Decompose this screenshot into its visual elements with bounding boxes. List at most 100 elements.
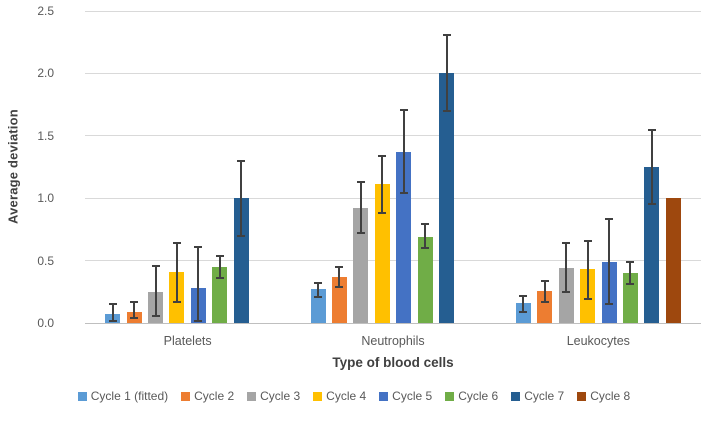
error-bar-cap: [583, 239, 592, 242]
legend-item: Cycle 1 (fitted): [77, 389, 168, 403]
legend-item: Cycle 3: [247, 389, 300, 403]
error-bar-cap: [130, 300, 139, 303]
bar: [396, 152, 412, 323]
error-bar-cap: [647, 203, 656, 206]
bar: [417, 236, 433, 323]
error-bar-cap: [421, 223, 430, 226]
error-bar-cap: [399, 192, 408, 195]
bar: [233, 198, 249, 323]
bar: [558, 268, 574, 323]
error-bar-cap: [442, 33, 451, 36]
legend-item: Cycle 8: [577, 389, 630, 403]
error-bar: [402, 109, 405, 194]
bar: [665, 198, 681, 323]
error-bar-cap: [605, 218, 614, 221]
y-tick-label: 1.0: [37, 191, 54, 206]
legend-label: Cycle 5: [392, 389, 433, 403]
error-bar-cap: [314, 295, 323, 298]
error-bar: [240, 160, 243, 236]
bar: [537, 290, 553, 323]
error-bar-cap: [215, 254, 224, 257]
error-bar-cap: [356, 180, 365, 183]
error-bar: [381, 155, 384, 214]
error-bar: [218, 255, 221, 279]
error-bar-cap: [108, 303, 117, 306]
error-bar-cap: [378, 212, 387, 215]
y-tick-label: 0.0: [37, 316, 54, 330]
bar: [515, 303, 531, 323]
error-bar: [317, 283, 320, 297]
bar: [212, 266, 228, 323]
x-axis-title: Type of blood cells: [332, 355, 454, 370]
error-bar-cap: [562, 290, 571, 293]
error-bar-cap: [151, 314, 160, 317]
legend-swatch-icon: [181, 391, 191, 401]
error-bar-cap: [237, 234, 246, 237]
error-bar: [111, 304, 114, 321]
error-bar-cap: [237, 159, 246, 162]
error-bar-cap: [583, 298, 592, 301]
error-bar-cap: [519, 294, 528, 297]
error-bar-cap: [626, 283, 635, 286]
bar: [353, 208, 369, 323]
error-bar: [586, 240, 589, 300]
error-bar: [565, 243, 568, 292]
plot-area: [85, 10, 701, 324]
error-bar-cap: [399, 108, 408, 111]
bar: [331, 276, 347, 323]
error-bar-cap: [172, 300, 181, 303]
error-bar-cap: [194, 245, 203, 248]
error-bar-cap: [421, 247, 430, 250]
y-axis-title: Average deviation: [5, 109, 21, 225]
legend-item: Cycle 7: [511, 389, 564, 403]
error-bar-cap: [151, 264, 160, 267]
y-tick-label: 2.0: [37, 66, 54, 81]
legend-item: Cycle 6: [445, 389, 498, 403]
legend-item: Cycle 5: [379, 389, 432, 403]
legend-swatch-icon: [313, 391, 323, 401]
error-bar-cap: [378, 154, 387, 157]
error-bar-cap: [605, 303, 614, 306]
error-bar-cap: [335, 285, 344, 288]
bar: [644, 167, 660, 323]
error-bar: [175, 243, 178, 302]
x-axis-line: [85, 323, 701, 324]
category-label: Platelets: [163, 334, 212, 348]
gridline: [85, 10, 701, 12]
error-bar: [133, 301, 136, 318]
legend-label: Cycle 6: [458, 389, 499, 403]
category-label: Leukocytes: [566, 334, 630, 348]
error-bar-cap: [108, 319, 117, 322]
category-label: Neutrophils: [361, 334, 425, 348]
error-bar: [424, 224, 427, 249]
error-bar-cap: [130, 317, 139, 319]
legend-swatch-icon: [577, 391, 587, 401]
legend-label: Cycle 8: [590, 389, 631, 403]
error-bar-cap: [194, 319, 203, 322]
legend-swatch-icon: [77, 391, 87, 401]
gridline: [85, 72, 701, 74]
error-bar: [629, 261, 632, 285]
legend-swatch-icon: [379, 391, 389, 401]
error-bar-cap: [215, 277, 224, 280]
y-tick-label: 1.5: [37, 128, 54, 143]
error-bar-cap: [519, 310, 528, 313]
error-bar: [359, 181, 362, 234]
error-bar: [197, 246, 200, 321]
error-bar-cap: [562, 242, 571, 245]
error-bar-cap: [314, 282, 323, 285]
legend-label: Cycle 7: [524, 389, 565, 403]
legend-item: Cycle 4: [313, 389, 366, 403]
bar: [622, 273, 638, 323]
error-bar-cap: [356, 232, 365, 235]
gridline: [85, 135, 701, 137]
error-bar: [338, 266, 341, 287]
error-bar: [650, 129, 653, 205]
error-bar: [608, 219, 611, 305]
bar: [439, 73, 455, 323]
error-bar-cap: [540, 300, 549, 303]
legend-swatch-icon: [445, 391, 455, 401]
error-bar: [154, 265, 157, 316]
error-bar: [445, 34, 448, 111]
